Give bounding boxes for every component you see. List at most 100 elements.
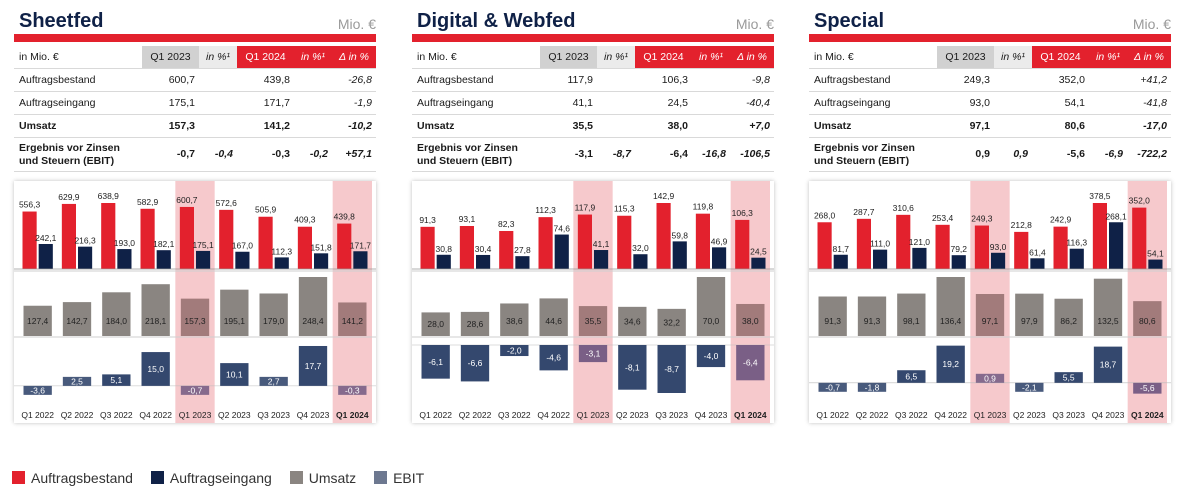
label-umsatz: 97,1 <box>982 316 999 326</box>
label-auftragseingang: 193,0 <box>114 238 136 248</box>
kpi-table: in Mio. € Q1 2023 in %¹ Q1 2024 in %¹ Δ … <box>14 46 376 172</box>
cell-q1-2023: -3,1 <box>540 137 597 172</box>
label-auftragsbestand: 106,3 <box>732 208 754 218</box>
bar-auftragsbestand <box>420 226 435 269</box>
bar-umsatz <box>975 293 1005 336</box>
label-auftragsbestand: 91,3 <box>419 215 436 225</box>
bar-ebit <box>1015 382 1044 392</box>
panel-unit: Mio. € <box>1132 16 1171 32</box>
segment-panel: Sheetfed Mio. € in Mio. € Q1 2023 in %¹ … <box>14 0 376 430</box>
label-ebit: -4,0 <box>704 351 719 361</box>
label-umsatz: 38,0 <box>742 316 759 326</box>
label-ebit: 0,9 <box>984 373 996 383</box>
label-ebit: 5,5 <box>1063 372 1075 382</box>
bar-ebit <box>736 345 765 381</box>
panel-header: Digital & Webfed Mio. € <box>412 0 774 42</box>
kpi-row-auftragseingang: Auftragseingang 93,0 54,1 -41,8 <box>809 91 1171 115</box>
kpi-row-auftragsbestand: Auftragsbestand 600,7 439,8 -26,8 <box>14 68 376 92</box>
label-auftragseingang: 171,7 <box>350 240 372 250</box>
row-label: Ergebnis vor Zinsen und Steuern (EBIT) <box>809 137 937 172</box>
legend-item-auftragsbestand: Auftragsbestand <box>12 470 133 486</box>
bar-auftragseingang <box>353 251 368 269</box>
x-tick-label: Q1 2022 <box>21 410 54 420</box>
bar-auftragseingang <box>515 256 530 269</box>
cell-delta: -106,5 <box>730 137 774 172</box>
bar-auftragsbestand <box>935 224 950 269</box>
x-tick-label: Q4 2022 <box>139 410 172 420</box>
label-umsatz: 86,2 <box>1060 316 1077 326</box>
label-auftragseingang: 81,7 <box>832 244 849 254</box>
highlight-column <box>332 181 372 423</box>
label-ebit: 6,5 <box>905 372 917 382</box>
bar-ebit <box>23 385 52 395</box>
x-tick-label: Q1 2022 <box>816 410 849 420</box>
label-auftragseingang: 121,0 <box>909 237 931 247</box>
header-share-2024: in %¹ <box>294 46 332 69</box>
header-delta: Δ in % <box>1127 46 1171 69</box>
kpi-row-ebit: Ergebnis vor Zinsen und Steuern (EBIT) -3… <box>412 137 774 172</box>
label-auftragsbestand: 242,9 <box>1050 215 1072 225</box>
row-label-line2: und Steuern (EBIT) <box>19 154 115 167</box>
label-auftragseingang: 54,1 <box>1147 249 1164 259</box>
label-auftragseingang: 27,8 <box>514 245 531 255</box>
row-label: Umsatz <box>412 114 540 138</box>
label-ebit: 5,1 <box>110 375 122 385</box>
bar-ebit <box>500 345 529 357</box>
label-ebit: -8,1 <box>625 362 640 372</box>
label-auftragseingang: 24,5 <box>750 247 767 257</box>
cell-delta: -9,8 <box>730 68 774 92</box>
x-tick-label: Q3 2022 <box>100 410 133 420</box>
label-umsatz: 35,5 <box>585 316 602 326</box>
kpi-row-ebit: Ergebnis vor Zinsen und Steuern (EBIT) 0,… <box>809 137 1171 172</box>
quarterly-chart: 268,0 81,7 287,7 111,0 310,6 121,0 253,4 79,2 24… <box>809 181 1171 423</box>
header-q1-2024: Q1 2024 <box>237 46 294 69</box>
segment-panel: Special Mio. € in Mio. € Q1 2023 in %¹ Q… <box>809 0 1171 430</box>
bar-umsatz <box>180 298 210 336</box>
cell-share-2023 <box>199 68 237 92</box>
row-label: Ergebnis vor Zinsen und Steuern (EBIT) <box>412 137 540 172</box>
bar-auftragseingang <box>235 251 250 269</box>
cell-share-2023 <box>994 114 1032 138</box>
label-ebit: -8,7 <box>664 364 679 374</box>
header-delta: Δ in % <box>730 46 774 69</box>
chart-svg: 91,3 30,8 93,1 30,4 82,3 27,8 112,3 74,6 117,9 41… <box>412 181 774 423</box>
label-auftragsbestand: 378,5 <box>1089 191 1111 201</box>
label-umsatz: 132,5 <box>1097 316 1119 326</box>
x-tick-label: Q2 2022 <box>61 410 94 420</box>
label-umsatz: 127,4 <box>27 316 49 326</box>
legend-swatch <box>374 471 388 485</box>
bar-ebit <box>578 345 608 363</box>
label-ebit: -3,1 <box>586 349 601 359</box>
cell-share-2024 <box>692 114 730 138</box>
legend-swatch <box>289 471 303 485</box>
bar-umsatz <box>259 293 288 336</box>
bar-auftragseingang <box>633 254 648 269</box>
quarterly-chart: 556,3 242,1 629,9 216,3 638,9 193,0 582,9 182,1… <box>14 181 376 423</box>
cell-q1-2023: 117,9 <box>540 68 597 92</box>
label-auftragsbestand: 600,7 <box>176 195 198 205</box>
label-ebit: 2,5 <box>71 376 83 386</box>
bar-ebit <box>897 370 926 383</box>
cell-delta: -40,4 <box>730 91 774 115</box>
cell-delta: +41,2 <box>1127 68 1171 92</box>
label-auftragsbestand: 82,3 <box>498 219 515 229</box>
label-auftragseingang: 59,8 <box>671 230 688 240</box>
bar-ebit <box>421 345 450 379</box>
bar-auftragsbestand <box>896 214 911 269</box>
label-umsatz: 28,6 <box>467 319 484 329</box>
legend-label: EBIT <box>393 470 425 487</box>
kpi-row-auftragsbestand: Auftragsbestand 117,9 106,3 -9,8 <box>412 68 774 92</box>
cell-delta: -26,8 <box>332 68 376 92</box>
label-umsatz: 44,6 <box>545 316 562 326</box>
label-auftragseingang: 167,0 <box>232 241 254 251</box>
label-auftragsbestand: 409,3 <box>294 215 316 225</box>
label-auftragseingang: 46,9 <box>711 236 728 246</box>
label-auftragseingang: 61,4 <box>1029 247 1046 257</box>
cell-q1-2023: 249,3 <box>937 68 994 92</box>
quarterly-chart: 91,3 30,8 93,1 30,4 82,3 27,8 112,3 74,6 117,9 41… <box>412 181 774 423</box>
cell-q1-2024: 38,0 <box>635 114 692 138</box>
bar-auftragsbestand <box>695 213 710 269</box>
cell-q1-2024: -6,4 <box>635 137 692 172</box>
label-ebit: -2,1 <box>1022 382 1037 392</box>
kpi-row-umsatz: Umsatz 157,3 141,2 -10,2 <box>14 114 376 138</box>
